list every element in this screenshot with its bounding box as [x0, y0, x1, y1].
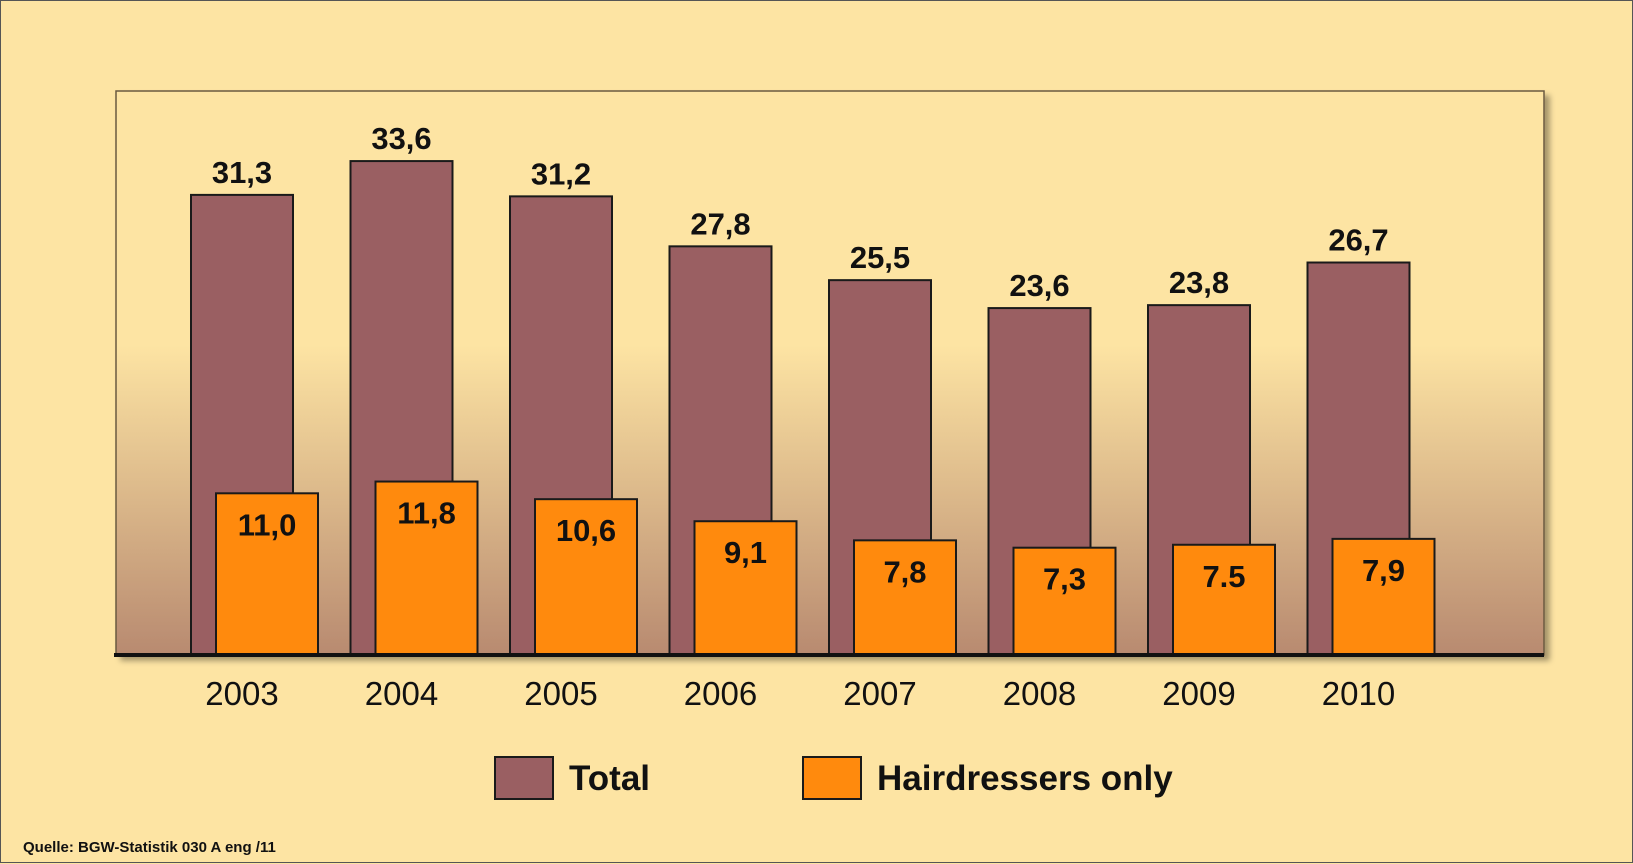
value-label-hairdressers-2007: 7,8 — [883, 554, 926, 589]
legend-label-hairdressers: Hairdressers only — [877, 759, 1173, 798]
bar-hairdressers-2005 — [534, 498, 638, 656]
value-label-total-2005: 31,2 — [531, 156, 591, 191]
legend-label-total: Total — [569, 759, 650, 798]
value-label-total-2009: 23,8 — [1169, 265, 1229, 300]
x-tick-labels: 2003 2004 2005 2006 2007 2008 2009 2010 — [205, 675, 1395, 712]
value-label-hairdressers-2005: 10,6 — [556, 513, 616, 548]
x-tick-label-2003: 2003 — [205, 675, 278, 712]
value-label-hairdressers-2006: 9,1 — [724, 535, 767, 570]
x-tick-label-2010: 2010 — [1322, 675, 1395, 712]
value-label-hairdressers-2004: 11,8 — [397, 496, 456, 531]
x-tick-label-2009: 2009 — [1162, 675, 1235, 712]
x-tick-label-2007: 2007 — [843, 675, 916, 712]
x-tick-label-2006: 2006 — [684, 675, 757, 712]
legend-swatch-total — [494, 756, 554, 800]
source-note: Quelle: BGW-Statistik 030 A eng /11 — [23, 839, 276, 856]
value-label-hairdressers-2010: 7,9 — [1362, 553, 1405, 588]
value-label-total-2006: 27,8 — [690, 206, 750, 241]
bars-layer: 31,3 11,0 33,6 11,8 31,2 10,6 27,8 9,1 25,5 7,8 23… — [190, 121, 1436, 657]
value-label-hairdressers-2003: 11,0 — [238, 507, 297, 542]
bar-hairdressers-2010 — [1331, 537, 1436, 656]
value-label-total-2004: 33,6 — [371, 121, 431, 156]
value-label-total-2008: 23,6 — [1009, 268, 1069, 303]
bar-hairdressers-2008 — [1012, 546, 1117, 656]
bar-hairdressers-2006 — [693, 520, 798, 656]
value-label-hairdressers-2009: 7.5 — [1202, 559, 1245, 594]
value-label-total-2003: 31,3 — [212, 155, 272, 190]
value-label-hairdressers-2008: 7,3 — [1043, 562, 1086, 597]
value-label-total-2010: 26,7 — [1328, 223, 1388, 258]
x-tick-label-2004: 2004 — [365, 675, 438, 712]
x-tick-label-2008: 2008 — [1003, 675, 1076, 712]
value-label-total-2007: 25,5 — [850, 240, 910, 275]
bar-hairdressers-2003 — [215, 492, 319, 656]
x-tick-label-2005: 2005 — [524, 675, 597, 712]
legend: Total Hairdressers only — [494, 756, 1173, 800]
bar-hairdressers-2009 — [1172, 543, 1276, 656]
legend-swatch-hairdressers — [802, 756, 862, 800]
